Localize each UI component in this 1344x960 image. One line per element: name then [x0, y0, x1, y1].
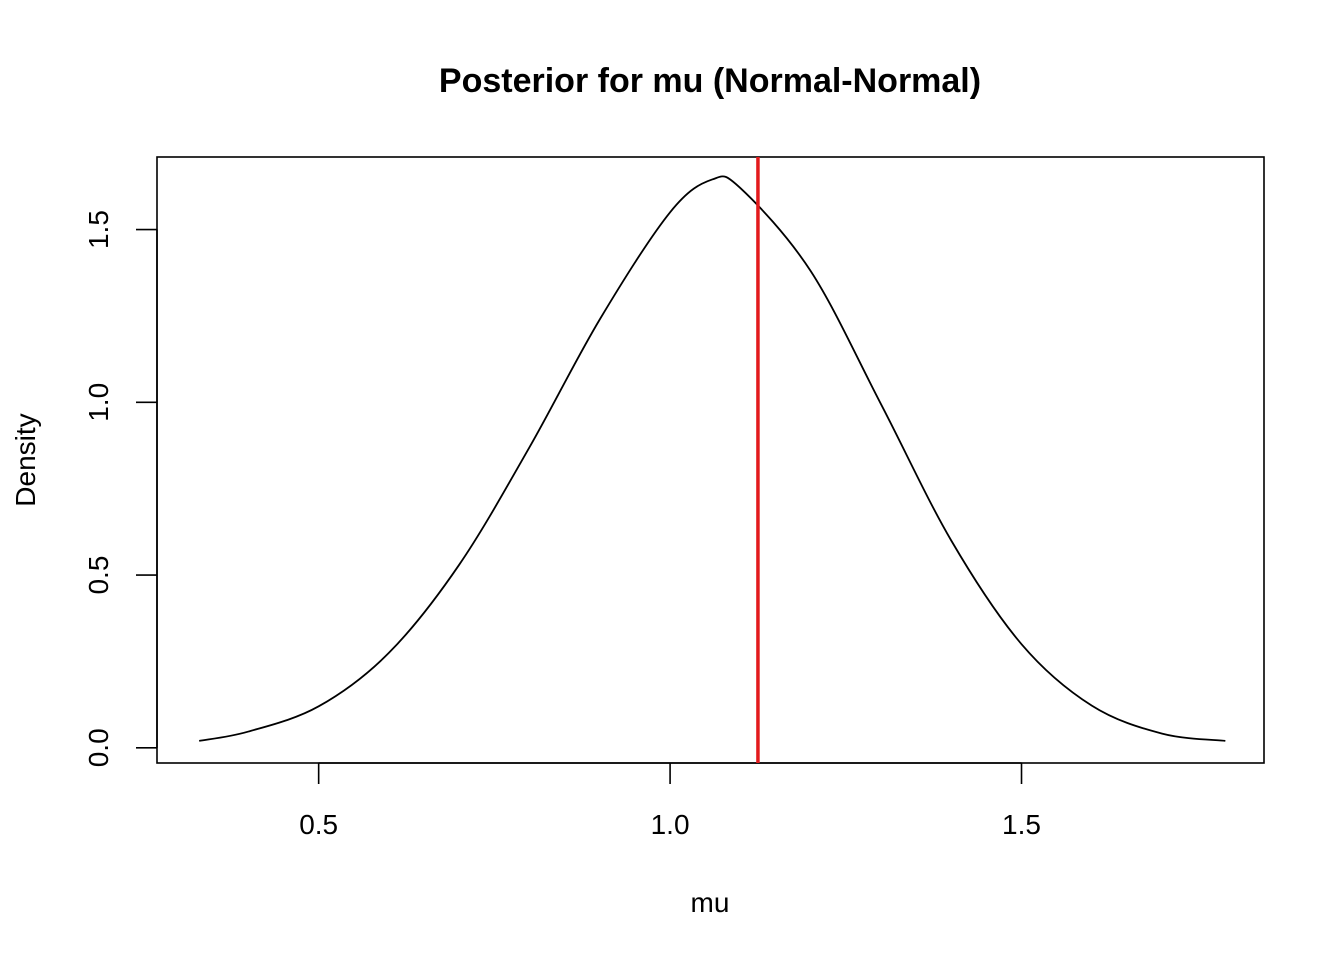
x-tick-label: 1.0	[651, 809, 690, 840]
x-axis-label: mu	[691, 887, 730, 918]
y-tick-label: 1.5	[83, 210, 114, 249]
y-tick-label: 0.5	[83, 556, 114, 595]
y-tick-label: 1.0	[83, 383, 114, 422]
x-tick-label: 1.5	[1002, 809, 1041, 840]
chart-title: Posterior for mu (Normal-Normal)	[439, 62, 981, 100]
y-axis: 0.0 0.5 1.0 1.5	[83, 210, 158, 767]
x-axis: 0.5 1.0 1.5	[299, 762, 1041, 840]
plot-area	[199, 157, 1226, 763]
density-curve	[199, 175, 1226, 742]
x-tick-label: 0.5	[299, 809, 338, 840]
y-tick-label: 0.0	[83, 728, 114, 767]
y-axis-label: Density	[10, 413, 41, 506]
plot-frame	[156, 156, 1265, 764]
